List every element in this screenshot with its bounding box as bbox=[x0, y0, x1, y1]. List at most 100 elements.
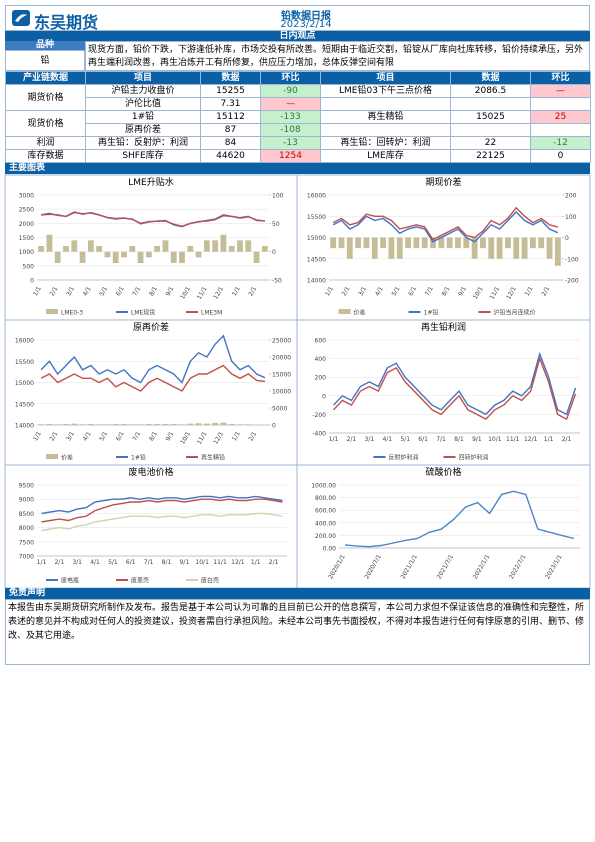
y2-tick-label: 100 bbox=[565, 214, 577, 221]
bar bbox=[538, 237, 545, 249]
x-tick-label: 7/1 bbox=[144, 559, 154, 566]
y-tick-label: 9000 bbox=[19, 497, 34, 504]
legend-swatch bbox=[46, 309, 58, 314]
y2-tick-label: 100 bbox=[272, 193, 284, 200]
x-tick-label: 1/1 bbox=[32, 430, 43, 442]
change-cell: -108 bbox=[260, 123, 321, 137]
x-tick-label: 10/1 bbox=[488, 436, 502, 443]
bar bbox=[112, 423, 119, 425]
bar bbox=[463, 237, 470, 249]
table-row: 库存数据 SHFE库存 44620 1254 LME库存 22125 0 bbox=[5, 149, 591, 163]
bar bbox=[554, 237, 561, 266]
y-tick-label: 0 bbox=[322, 393, 326, 400]
bar bbox=[355, 237, 362, 249]
bar bbox=[162, 423, 169, 425]
x-tick-label: 1/1 bbox=[329, 436, 339, 443]
y-tick-label: 1000 bbox=[19, 249, 34, 256]
y-tick-label: 0.00 bbox=[323, 546, 337, 553]
bar bbox=[220, 234, 227, 252]
bar bbox=[228, 423, 235, 425]
x-tick-label: 6/1 bbox=[115, 430, 126, 442]
bar bbox=[212, 422, 219, 425]
bar bbox=[471, 237, 478, 259]
x-tick-label: 6/1 bbox=[126, 559, 136, 566]
y-tick-label: 14500 bbox=[15, 401, 34, 408]
x-tick-label: 6/1 bbox=[407, 285, 418, 297]
x-tick-label: 9/1 bbox=[457, 285, 468, 297]
x-tick-label: 1/1 bbox=[37, 559, 47, 566]
legend-swatch bbox=[338, 309, 351, 314]
bar bbox=[513, 237, 520, 259]
x-tick-label: 5/1 bbox=[98, 285, 109, 297]
change-cell: -12 bbox=[530, 136, 591, 150]
x-tick-label: 2/1 bbox=[540, 285, 551, 297]
y-tick-label: 1000.00 bbox=[311, 483, 336, 490]
bar bbox=[430, 237, 436, 249]
x-tick-label: 1/1 bbox=[544, 436, 554, 443]
bar bbox=[54, 424, 61, 425]
y-tick-label: -200 bbox=[312, 412, 326, 419]
bar bbox=[521, 237, 528, 259]
y-tick-label: 15500 bbox=[15, 359, 34, 366]
y2-tick-label: 0 bbox=[272, 249, 276, 256]
x-tick-label: 1/1 bbox=[524, 285, 535, 297]
bar bbox=[46, 234, 53, 252]
change-cell: -13 bbox=[260, 136, 321, 150]
y2-tick-label: 25000 bbox=[272, 338, 291, 345]
y2-tick-label: -100 bbox=[565, 256, 579, 263]
legend-label: LME0-3 bbox=[61, 310, 83, 317]
bar bbox=[413, 237, 420, 249]
x-tick-label: 2/1 bbox=[562, 436, 572, 443]
x-tick-label: 8/1 bbox=[441, 285, 452, 297]
legend-label: 价差 bbox=[354, 309, 366, 317]
y-tick-label: 600 bbox=[315, 338, 327, 345]
bar bbox=[261, 246, 268, 252]
y2-tick-label: 50 bbox=[272, 221, 280, 228]
x-tick-label: 9/1 bbox=[165, 430, 176, 442]
bar bbox=[96, 246, 103, 252]
y2-tick-label: -200 bbox=[565, 278, 579, 285]
line-series bbox=[332, 211, 559, 243]
legend-label: 废电瓶 bbox=[61, 577, 79, 585]
x-tick-label: 1/1 bbox=[251, 559, 261, 566]
data-table: 产业链数据 项目 数据 环比 项目 数据 环比 期货价格 沪铅主力收盘价 15255 -90 LME铅… bbox=[5, 71, 591, 163]
x-tick-label: 2/1 bbox=[247, 430, 258, 442]
y-tick-label: 16000 bbox=[307, 193, 326, 200]
legend-label: 反射炉利润 bbox=[389, 454, 419, 462]
data-table-wrap: 产业链数据 项目 数据 环比 项目 数据 环比 期货价格 沪铅主力收盘价 15255 -90 LME铅… bbox=[5, 71, 591, 163]
y2-tick-label: 20000 bbox=[272, 355, 291, 362]
bar bbox=[405, 237, 411, 249]
x-tick-label: 2/1 bbox=[49, 285, 60, 297]
bar bbox=[203, 423, 210, 425]
bar bbox=[480, 237, 486, 249]
bar bbox=[245, 424, 252, 425]
line-series bbox=[332, 356, 577, 421]
x-tick-label: 2/1 bbox=[49, 430, 60, 442]
chart-frame bbox=[296, 319, 591, 466]
bar bbox=[212, 240, 219, 252]
bar bbox=[446, 237, 453, 249]
y-tick-label: 2500 bbox=[19, 207, 34, 214]
x-tick-label: 1/1 bbox=[324, 285, 335, 297]
y-tick-label: 14000 bbox=[307, 278, 326, 285]
y-tick-label: 400 bbox=[315, 356, 327, 363]
disclaimer-text: 本报告由东吴期货研究所制作及发布。报告是基于本公司认为可靠的且目前已公开的信息撰… bbox=[5, 599, 590, 665]
bar bbox=[154, 423, 161, 425]
x-tick-label: 8/1 bbox=[148, 430, 159, 442]
bar bbox=[338, 237, 345, 249]
bar bbox=[104, 424, 111, 425]
x-tick-label: 3/1 bbox=[365, 436, 375, 443]
bar bbox=[220, 422, 227, 425]
line-series bbox=[41, 512, 283, 532]
bar bbox=[396, 237, 403, 259]
legend-label: 1#铅 bbox=[131, 454, 146, 462]
bar bbox=[228, 246, 235, 252]
chart-title: 废电池价格 bbox=[128, 466, 173, 478]
x-tick-label: 3/1 bbox=[65, 285, 76, 297]
bar bbox=[253, 251, 260, 263]
bar bbox=[46, 423, 53, 425]
x-tick-label: 4/1 bbox=[374, 285, 385, 297]
x-tick-label: 9/1 bbox=[179, 559, 189, 566]
bar bbox=[179, 251, 185, 263]
y-tick-label: 7000 bbox=[19, 554, 34, 561]
